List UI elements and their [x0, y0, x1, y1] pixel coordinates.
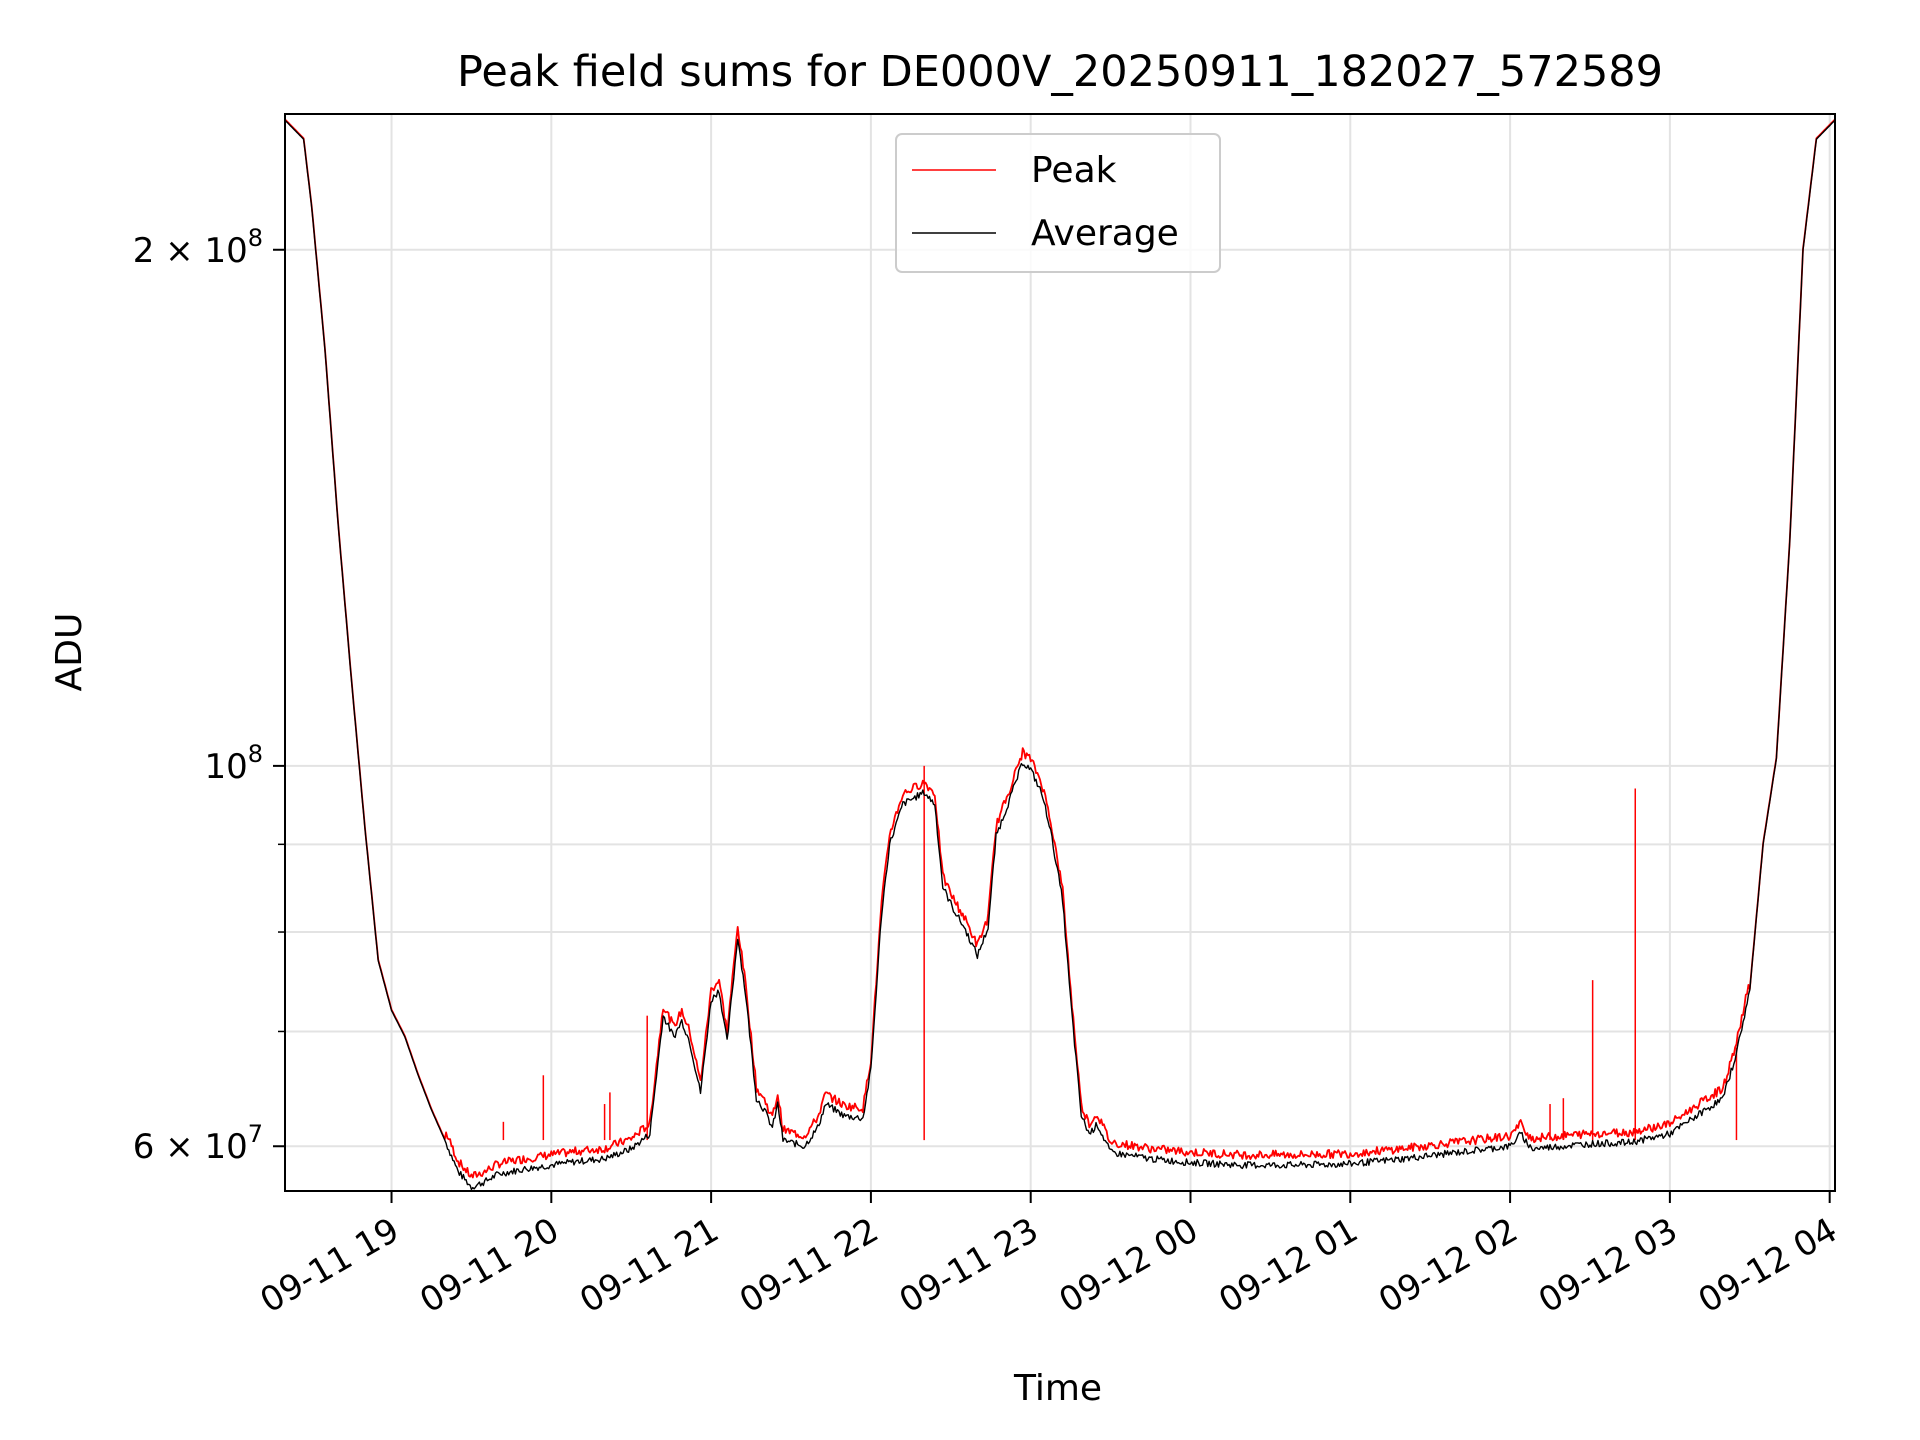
legend-peak-label: Peak	[1031, 150, 1117, 191]
y-tick-label: 2 × 108	[133, 224, 263, 271]
y-tick-label: 108	[204, 740, 263, 787]
peak-line	[284, 118, 1836, 1179]
legend-box	[895, 133, 1221, 273]
chart-title: Peak field sums for DE000V_20250911_1820…	[457, 47, 1663, 97]
plot-series	[284, 118, 1836, 1191]
average-line	[284, 119, 1836, 1191]
y-tick-label: 6 × 107	[133, 1120, 263, 1167]
legend: Peak Average	[895, 133, 1221, 273]
x-axis-title: Time	[1013, 1368, 1102, 1409]
legend-average-label: Average	[1031, 213, 1179, 254]
y-axis-title: ADU	[49, 613, 90, 692]
plot-frame	[284, 113, 1836, 1192]
